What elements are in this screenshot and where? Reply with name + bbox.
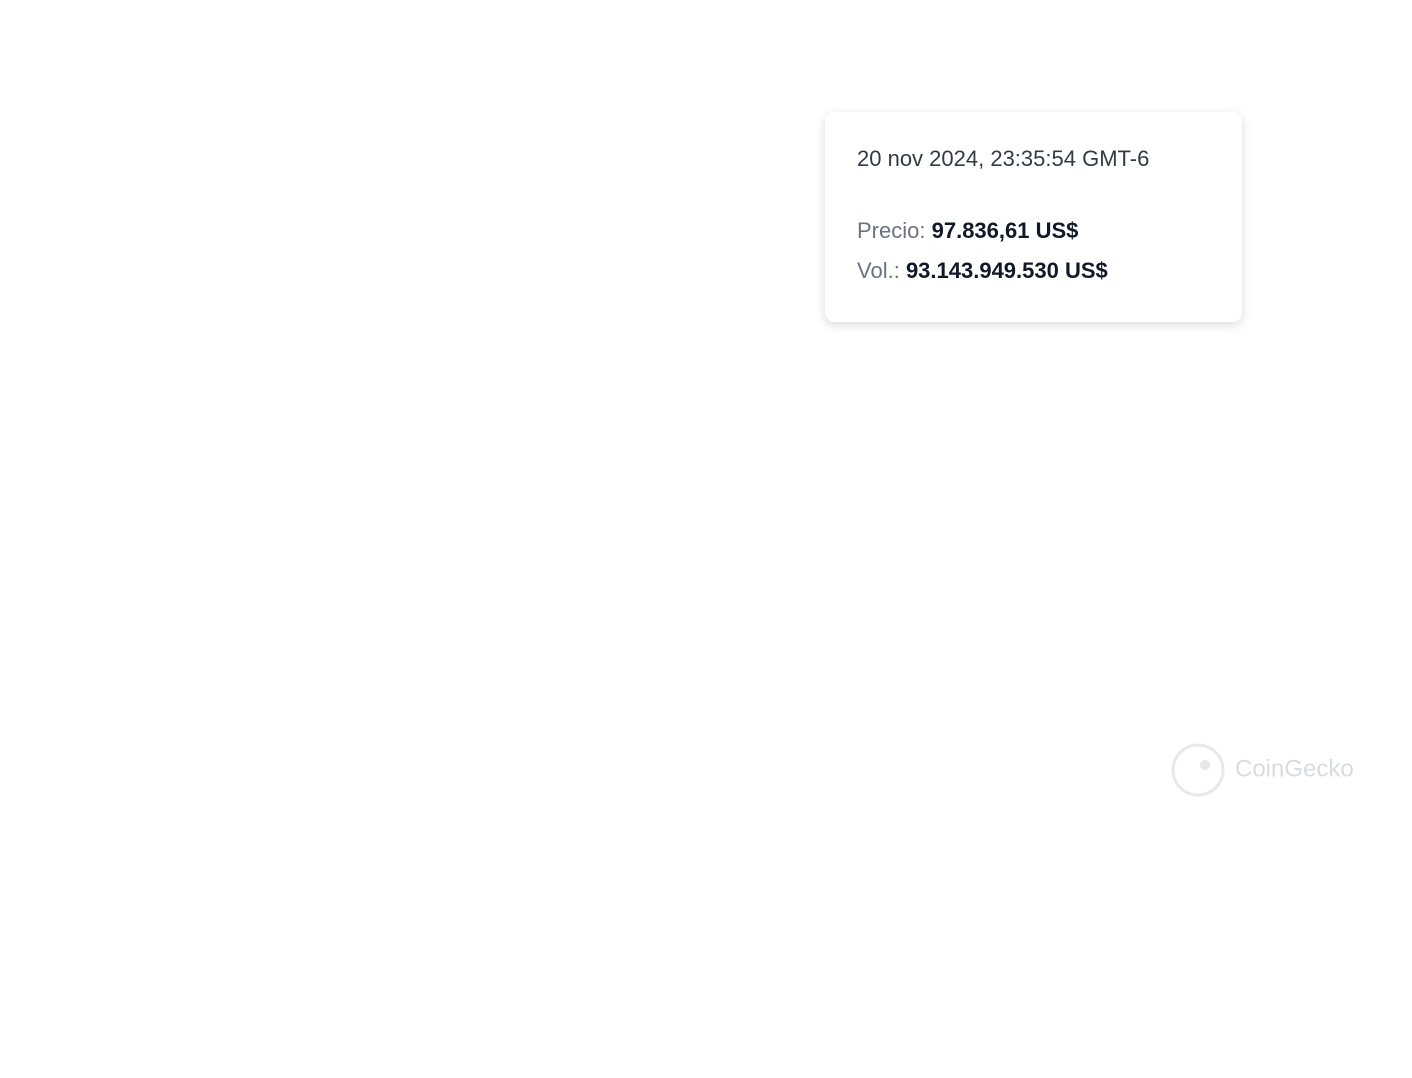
tooltip-price: Precio: 97.836,61 US$ (857, 218, 1078, 243)
tooltip-price-label: Precio: (857, 218, 925, 243)
tooltip-title: 20 nov 2024, 23:35:54 GMT-6 (857, 146, 1149, 171)
tooltip-volume-label: Vol.: (857, 258, 900, 283)
tooltip: 20 nov 2024, 23:35:54 GMT-6 Precio: 97.8… (825, 112, 1242, 322)
tooltip-box (825, 112, 1242, 322)
tooltip-volume-value: 93.143.949.530 US$ (906, 258, 1108, 283)
watermark-logo (1171, 743, 1225, 797)
watermark: CoinGecko (1171, 743, 1354, 797)
tooltip-price-value: 97.836,61 US$ (932, 218, 1079, 243)
watermark-eye (1200, 760, 1210, 770)
watermark-text: CoinGecko (1235, 755, 1354, 782)
tooltip-volume: Vol.: 93.143.949.530 US$ (857, 258, 1108, 283)
